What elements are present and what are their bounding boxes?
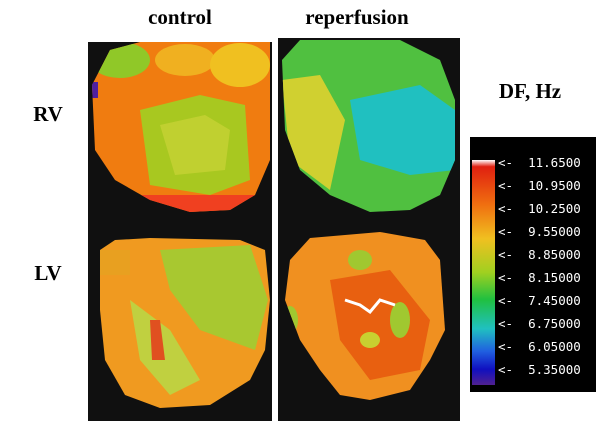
colorbar-label: <- 7.45000	[498, 293, 581, 308]
column-label: reperfusion	[305, 5, 409, 29]
row-label: LV	[34, 261, 61, 285]
colorbar-label: <- 5.35000	[498, 362, 581, 377]
figure: control reperfusion RV LV DF, Hz <-	[0, 0, 596, 421]
colorbar-label: <- 10.2500	[498, 201, 581, 216]
row-label: RV	[33, 102, 63, 126]
colorbar-title: DF, Hz	[499, 79, 561, 103]
colorbar-label: <- 11.6500	[498, 155, 581, 170]
colorbar-label: <- 6.05000	[498, 339, 581, 354]
colorbar-label: <- 10.9500	[498, 178, 581, 193]
column-label: control	[148, 5, 212, 29]
colorbar-label: <- 8.85000	[498, 247, 581, 262]
colorbar-label: <- 6.75000	[498, 316, 581, 331]
colorbar	[472, 160, 495, 385]
colorbar-label: <- 9.55000	[498, 224, 581, 239]
colorbar-label: <- 8.15000	[498, 270, 581, 285]
